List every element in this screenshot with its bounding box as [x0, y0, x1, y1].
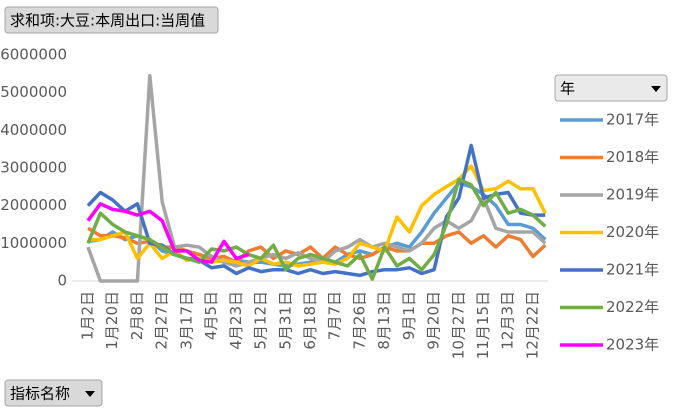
- button-label: 求和项:大豆:本周出口:当周值: [10, 12, 205, 30]
- x-tick-label: 12月22日: [523, 291, 541, 359]
- legend-label: 2018年: [606, 148, 659, 166]
- value-field-button[interactable]: 求和项:大豆:本周出口:当周值: [4, 6, 219, 34]
- legend-label: 2021年: [606, 261, 659, 279]
- x-tick-label: 9月1日: [400, 291, 418, 340]
- x-tick-label: 1月20日: [103, 291, 121, 350]
- x-tick-label: 4月5日: [202, 291, 220, 340]
- x-tick-label: 2月8日: [128, 291, 146, 340]
- y-tick-label: 4000000: [0, 121, 67, 139]
- button-box: [4, 379, 103, 407]
- button-box: [4, 6, 219, 34]
- x-tick-label: 12月3日: [499, 291, 517, 350]
- y-tick-label: 3000000: [0, 159, 67, 177]
- series-line: [86, 202, 250, 264]
- x-tick-label: 11月15日: [474, 291, 492, 359]
- x-tick-label: 5月31日: [276, 291, 294, 350]
- x-tick-label: 8月13日: [375, 291, 393, 350]
- button-box: [554, 74, 668, 102]
- legend-title: 年: [560, 80, 575, 98]
- y-tick-label: 6000000: [0, 46, 67, 64]
- y-tick-label: 5000000: [0, 83, 67, 101]
- x-tick-label: 7月7日: [326, 291, 344, 340]
- series-line: [88, 164, 547, 268]
- legend-label: 2023年: [606, 336, 659, 354]
- x-tick-label: 7月26日: [350, 291, 368, 350]
- series-line: [86, 177, 547, 281]
- legend-label: 2017年: [606, 111, 659, 129]
- legend-field-button[interactable]: 年: [554, 74, 668, 102]
- legend-label: 2020年: [606, 223, 659, 241]
- button-label: 指标名称: [10, 385, 70, 403]
- x-tick-label: 3月17日: [177, 291, 195, 350]
- legend-label: 2022年: [606, 298, 659, 316]
- legend-label: 2019年: [606, 186, 659, 204]
- axis-field-button[interactable]: 指标名称: [4, 379, 103, 407]
- x-tick-label: 4月23日: [227, 291, 245, 350]
- y-tick-label: 0: [57, 272, 67, 290]
- y-tick-label: 1000000: [0, 234, 67, 252]
- dropdown-arrow: [651, 86, 661, 92]
- x-tick-label: 2月27日: [153, 291, 171, 350]
- x-tick-label: 1月2日: [79, 291, 97, 340]
- x-tick-label: 9月20日: [425, 291, 443, 350]
- series-line: [86, 73, 547, 283]
- dropdown-arrow: [85, 391, 95, 397]
- x-tick-label: 10月27日: [449, 291, 467, 359]
- x-tick-label: 5月12日: [252, 291, 270, 350]
- x-tick-label: 6月18日: [301, 291, 319, 350]
- y-tick-label: 2000000: [0, 196, 67, 214]
